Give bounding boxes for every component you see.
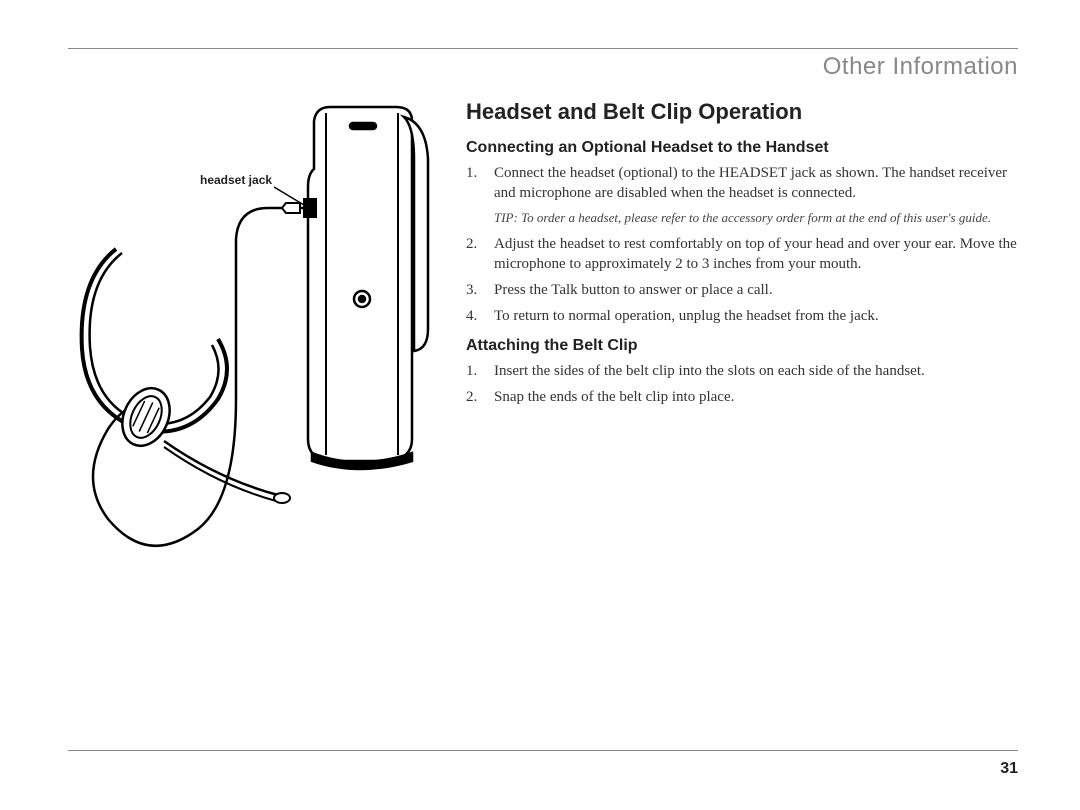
tip-text: TIP: To order a headset, please refer to… [494, 210, 1018, 226]
illustration: headset jack [68, 99, 456, 559]
section2-list: Insert the sides of the belt clip into t… [466, 361, 1018, 408]
footer-rule [68, 750, 1018, 751]
page-number: 31 [1000, 760, 1018, 778]
subsection-title-2: Attaching the Belt Clip [466, 337, 1018, 355]
list-item: Snap the ends of the belt clip into plac… [466, 387, 1018, 407]
list-item: Adjust the headset to rest comfortably o… [466, 234, 1018, 275]
section1-list: Connect the headset (optional) to the HE… [466, 163, 1018, 204]
list-item: Press the Talk button to answer or place… [466, 280, 1018, 300]
header-title: Other Information [68, 53, 1018, 81]
text-column: Headset and Belt Clip Operation Connecti… [456, 99, 1018, 413]
list-item: To return to normal operation, unplug th… [466, 306, 1018, 326]
list-item: Insert the sides of the belt clip into t… [466, 361, 1018, 381]
section-title: Headset and Belt Clip Operation [466, 99, 1018, 125]
section1-list-cont: Adjust the headset to rest comfortably o… [466, 234, 1018, 327]
list-item: Connect the headset (optional) to the HE… [466, 163, 1018, 204]
handset-headset-diagram [68, 99, 456, 559]
header-rule [68, 48, 1018, 49]
subsection-title-1: Connecting an Optional Headset to the Ha… [466, 139, 1018, 157]
headset-jack-label: headset jack [200, 173, 272, 187]
